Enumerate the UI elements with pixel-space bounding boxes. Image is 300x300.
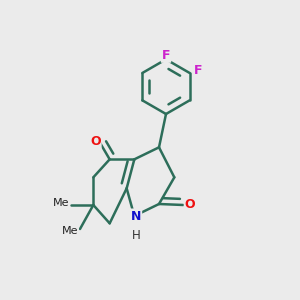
Text: H: H bbox=[132, 229, 140, 242]
Text: Me: Me bbox=[62, 226, 78, 236]
Text: Me: Me bbox=[52, 198, 69, 208]
Text: O: O bbox=[90, 135, 101, 148]
Text: F: F bbox=[194, 64, 202, 77]
Text: F: F bbox=[162, 49, 170, 62]
Text: N: N bbox=[131, 209, 141, 223]
Text: O: O bbox=[185, 199, 195, 212]
